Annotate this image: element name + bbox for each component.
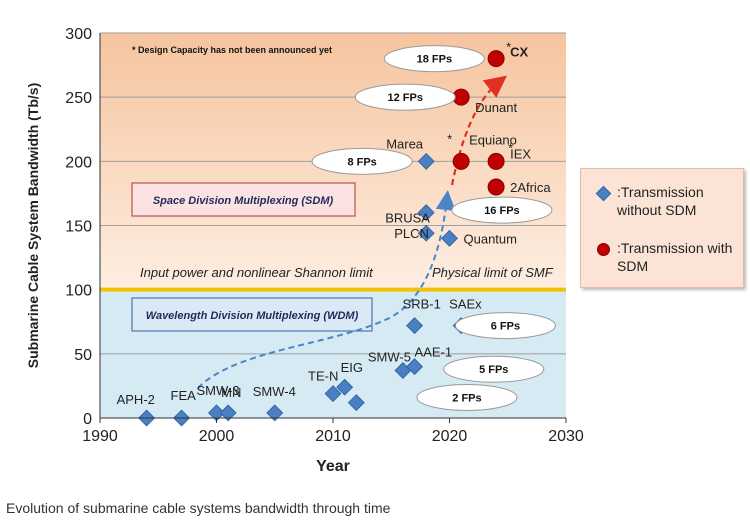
data-point-label: MN — [221, 385, 241, 400]
fp-label: 12 FPs — [387, 92, 422, 104]
data-point-label: PLCN — [394, 226, 429, 241]
data-point-diamond — [219, 404, 237, 422]
fp-ellipse — [383, 45, 485, 73]
legend-label: :Transmission without SDM — [617, 184, 704, 218]
data-point-diamond — [347, 394, 365, 412]
y-tick-label: 150 — [65, 219, 92, 236]
asterisk-note: * — [508, 140, 513, 155]
fp-label: 18 FPs — [417, 54, 452, 66]
y-tick-label: 250 — [65, 90, 92, 107]
limit-label-right: Physical limit of SMF — [432, 265, 554, 280]
data-point-label: Equiano — [469, 132, 517, 147]
fp-label: 8 FPs — [347, 156, 376, 168]
x-tick-label: 2010 — [315, 428, 351, 445]
data-point-label: APH-2 — [117, 392, 155, 407]
fp-ellipse — [451, 196, 553, 224]
diamond-marker-icon — [595, 185, 612, 202]
figure-caption: Evolution of submarine cable systems ban… — [6, 500, 391, 516]
data-point-diamond — [324, 385, 342, 403]
sdm-trend-arrow — [450, 75, 507, 186]
x-tick-label: 1990 — [82, 428, 118, 445]
data-point-label: FEA — [171, 388, 197, 403]
y-axis-title: Submarine Cable System Bandwidth (Tb/s) — [25, 83, 41, 369]
legend: :Transmission without SDM :Transmission … — [580, 168, 744, 288]
data-point-label: Marea — [386, 136, 424, 151]
data-point-diamond — [417, 224, 435, 242]
y-tick-label: 200 — [65, 154, 92, 171]
data-point-label: 2Africa — [510, 180, 551, 195]
x-tick-label: 2020 — [432, 428, 468, 445]
data-point-label: Dunant — [475, 100, 517, 115]
wdm-label: Wavelength Division Multiplexing (WDM) — [146, 310, 359, 322]
bandwidth-chart: Space Division Multiplexing (SDM) Wavelen… — [25, 26, 584, 475]
data-point-label: EIG — [341, 360, 363, 375]
data-point-label: SAEx — [449, 297, 482, 312]
asterisk-note: * — [506, 40, 511, 55]
sdm-label: Space Division Multiplexing (SDM) — [153, 195, 334, 207]
data-point-label: SMW-3 — [197, 383, 240, 398]
y-tick-label: 300 — [65, 26, 92, 43]
data-point-label: BRUSA — [385, 211, 430, 226]
y-tick-label: 100 — [65, 283, 92, 300]
x-axis-title: Year — [316, 458, 350, 475]
data-point-label: SMW-4 — [253, 384, 296, 399]
data-point-label: SMW-5 — [368, 350, 411, 365]
data-point-label: CX — [510, 45, 528, 60]
fp-label: 5 FPs — [479, 364, 508, 376]
data-point-circle — [487, 50, 505, 68]
fp-ellipse — [443, 355, 545, 383]
data-point-diamond — [406, 317, 424, 335]
data-point-circle — [487, 152, 505, 170]
data-point-circle — [452, 152, 470, 170]
legend-label: :Transmission with SDM — [617, 240, 733, 274]
circle-marker-icon — [597, 243, 610, 256]
data-point-label: IEX — [510, 146, 531, 161]
fp-label: 16 FPs — [484, 205, 519, 217]
data-point-label: SRB-1 — [403, 297, 441, 312]
fp-label: 6 FPs — [491, 321, 520, 333]
fp-ellipse — [454, 312, 556, 340]
legend-item-without-sdm: :Transmission without SDM — [595, 183, 737, 219]
limit-label-left: Input power and nonlinear Shannon limit — [140, 265, 374, 280]
sdm-label-box — [131, 182, 356, 217]
data-point-diamond — [441, 229, 458, 247]
data-point-diamond — [417, 204, 435, 222]
wdm-trend-arrow — [197, 190, 456, 389]
data-point-label: TE-N — [308, 369, 338, 384]
x-tick-label: 2030 — [548, 428, 584, 445]
fp-ellipse — [354, 83, 456, 111]
wdm-label-box — [131, 297, 373, 332]
data-point-label: AAE-1 — [415, 345, 453, 360]
data-point-circle — [487, 178, 505, 196]
data-point-diamond — [406, 358, 424, 376]
y-tick-label: 0 — [83, 411, 92, 428]
data-point-diamond — [208, 404, 225, 422]
legend-item-with-sdm: :Transmission with SDM — [595, 239, 737, 275]
asterisk-note: * — [447, 131, 452, 146]
fp-ellipse — [311, 147, 413, 175]
data-point-diamond — [336, 378, 354, 396]
data-point-diamond — [266, 404, 284, 422]
data-point-label: Quantum — [464, 231, 517, 246]
footnote: * Design Capacity has not been announced… — [132, 45, 332, 55]
x-tick-label: 2000 — [199, 428, 235, 445]
fp-label: 2 FPs — [452, 392, 481, 404]
data-point-diamond — [417, 152, 435, 170]
y-tick-label: 50 — [74, 347, 92, 364]
fp-ellipse — [416, 383, 518, 411]
